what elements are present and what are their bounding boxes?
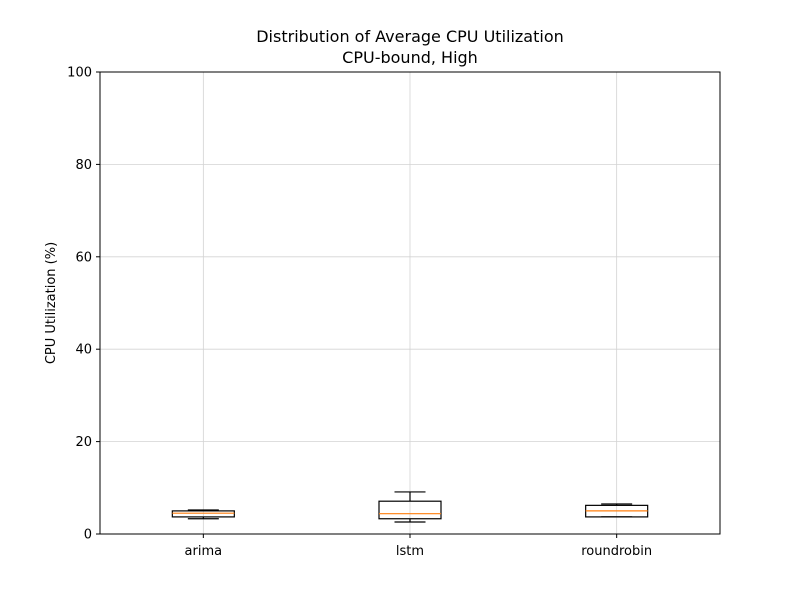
- axis-ticks: 0 20 40 60 80 100 arima lstm roundrobin: [67, 66, 652, 560]
- y-tick-label: 100: [67, 66, 92, 81]
- box-plots: [171, 491, 649, 523]
- y-tick-label: 80: [75, 158, 92, 173]
- box-iqr: [171, 510, 235, 518]
- grid-lines: [100, 71, 720, 535]
- x-tick-label-arima: arima: [185, 544, 223, 559]
- y-tick-label: 40: [75, 343, 92, 358]
- y-tick-label: 60: [75, 250, 92, 265]
- chart-subtitle: CPU-bound, High: [342, 48, 478, 67]
- y-tick-label: 0: [84, 528, 92, 543]
- chart-title: Distribution of Average CPU Utilization: [256, 27, 564, 46]
- box-arima: [171, 509, 235, 520]
- box-roundrobin: [585, 503, 649, 518]
- y-axis-label: CPU Utilization (%): [44, 242, 59, 364]
- box-iqr: [378, 500, 442, 520]
- y-tick-label: 20: [75, 435, 92, 450]
- x-tick-label-roundrobin: roundrobin: [581, 544, 652, 559]
- x-tick-label-lstm: lstm: [396, 544, 424, 559]
- box-lstm: [378, 491, 442, 523]
